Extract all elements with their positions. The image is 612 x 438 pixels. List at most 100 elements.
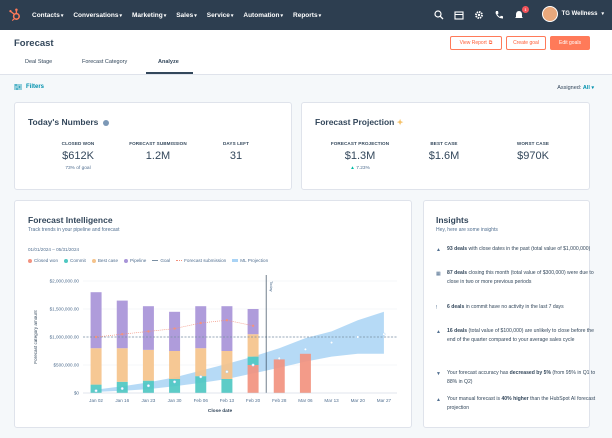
metric-forecast-projection: FORECAST PROJECTION $1.3M ▲ 7.23% xyxy=(324,141,396,171)
insight-text: 87 deals closing this month (total value… xyxy=(447,269,601,286)
legend-ml-projection[interactable]: ML Projection xyxy=(232,258,268,263)
nav-sales[interactable]: Sales▾ xyxy=(176,11,197,19)
create-goal-button[interactable]: Create goal xyxy=(506,36,546,50)
chart-legend: Closed won Commit Best case Pipeline Goa… xyxy=(28,258,268,263)
legend-label: Pipeline xyxy=(130,258,147,263)
assigned-filter[interactable]: Assigned: All ▾ xyxy=(557,85,594,91)
bar-segment xyxy=(169,351,181,379)
forecast-projection-title: Forecast Projection ✦ xyxy=(315,117,403,127)
view-report-button[interactable]: View Report ⧉ xyxy=(450,36,502,50)
account-menu[interactable]: TG Wellness ▾ xyxy=(541,6,604,22)
legend-label: ML Projection xyxy=(240,258,269,263)
nav-conversations[interactable]: Conversations▾ xyxy=(73,11,122,19)
x-axis-label: Close date xyxy=(208,408,233,414)
insight-item: ▲ Your manual forecast is 40% higher than… xyxy=(436,395,601,412)
chevron-down-icon: ▾ xyxy=(119,12,122,19)
insight-text-rest: (from 95% in Q1 to 88% in Q2) xyxy=(447,370,596,385)
x-tick-label: Jan 23 xyxy=(142,398,156,403)
metric-label: FORECAST SUBMISSION xyxy=(129,141,187,146)
date-range: 01/01/2024 – 05/31/2024 xyxy=(28,247,80,252)
insight-item: ▼ Your forecast accuracy has decreased by… xyxy=(436,369,601,386)
marketplace-icon[interactable] xyxy=(454,10,464,20)
insight-text-rest: with close dates in the past (total valu… xyxy=(467,246,591,252)
chevron-down-icon: ▾ xyxy=(163,12,167,19)
create-goal-label: Create goal xyxy=(513,40,539,46)
account-name: TG Wellness xyxy=(561,11,598,17)
x-tick-label: Jan 16 xyxy=(115,398,129,403)
settings-gear-icon[interactable] xyxy=(474,10,484,20)
calling-phone-icon[interactable] xyxy=(494,10,504,20)
assigned-value: All xyxy=(582,85,590,91)
projection-point xyxy=(356,335,360,339)
filters-button[interactable]: Filters xyxy=(14,84,44,90)
projection-point xyxy=(330,341,334,345)
avatar xyxy=(541,6,558,22)
insight-text: 6 deals in commit have no activity in th… xyxy=(447,303,564,313)
insight-text-pre: Your manual forecast is xyxy=(447,396,502,402)
nav-automation[interactable]: Automation▾ xyxy=(243,11,284,19)
edit-goals-button[interactable]: Edit goals xyxy=(550,36,590,50)
nav-marketing[interactable]: Marketing▾ xyxy=(132,11,167,19)
legend-pipeline[interactable]: Pipeline xyxy=(124,258,146,263)
metric-worst-case: WORST CASE $970K xyxy=(502,141,564,162)
tab-analyze[interactable]: Analyze xyxy=(158,59,179,65)
insight-text: Your manual forecast is 40% higher than … xyxy=(447,395,601,412)
nav-icons: 1 xyxy=(434,0,529,30)
insight-text-rest: than the HubSpot AI forecast projection xyxy=(447,396,596,411)
tab-forecast-category[interactable]: Forecast Category xyxy=(82,59,128,65)
up-arrow-icon: ▲ xyxy=(436,397,441,403)
todays-numbers-title: Today's Numbers xyxy=(28,117,109,127)
forecast-submission-point xyxy=(121,333,124,336)
legend-label: Commit xyxy=(70,258,86,263)
tab-deal-stage[interactable]: Deal Stage xyxy=(25,59,53,65)
assigned-label: Assigned: xyxy=(557,85,582,91)
notification-count-badge: 1 xyxy=(522,6,529,13)
bar-segment xyxy=(221,351,233,379)
metric-value: $1.6M xyxy=(428,150,460,162)
insight-text: 93 deals with close dates in the past (t… xyxy=(447,245,590,255)
metric-change-value: 7.23% xyxy=(356,166,370,171)
search-icon[interactable] xyxy=(434,10,444,20)
metric-value: 31 xyxy=(229,150,243,162)
x-tick-label: Mar 13 xyxy=(324,398,339,403)
y-axis-label: Forecast category amount xyxy=(33,310,38,364)
nav-reports[interactable]: Reports▾ xyxy=(293,11,322,19)
nav-contacts[interactable]: Contacts▾ xyxy=(32,11,64,19)
metric-closed-won: CLOSED WON $612K 73% of goal xyxy=(43,141,113,171)
bar-segment xyxy=(90,384,102,393)
bar-segment xyxy=(247,365,259,393)
metric-label: CLOSED WON xyxy=(61,141,95,146)
x-tick-label: Feb 28 xyxy=(272,398,287,403)
projection-point xyxy=(225,370,229,374)
legend-best-case[interactable]: Best case xyxy=(91,258,118,263)
nav-service[interactable]: Service▾ xyxy=(206,11,234,19)
insight-highlight: decreased by 5% xyxy=(509,370,552,376)
insight-text-pre: Your forecast accuracy has xyxy=(447,370,510,376)
hubspot-logo-icon[interactable] xyxy=(8,8,22,22)
projection-point xyxy=(303,347,307,351)
bar-segment xyxy=(195,348,207,377)
forecast-projection-title-text: Forecast Projection xyxy=(315,117,395,127)
x-tick-label: Mar 20 xyxy=(351,398,366,403)
bar-segment xyxy=(299,353,311,393)
forecast-intelligence-subtitle: Track trends in your pipeline and foreca… xyxy=(28,227,120,233)
view-report-label: View Report xyxy=(459,40,487,46)
external-link-icon: ⧉ xyxy=(488,40,493,46)
forecast-submission-point xyxy=(94,335,98,339)
insight-highlight: 87 deals xyxy=(447,270,468,276)
legend-goal[interactable]: Goal xyxy=(152,258,170,263)
legend-closed-won[interactable]: Closed won xyxy=(28,258,58,263)
info-icon[interactable] xyxy=(102,119,109,126)
projection-point xyxy=(199,375,203,379)
notifications-bell-icon[interactable]: 1 xyxy=(514,6,529,20)
y-tick-label: $1,500,000.00 xyxy=(50,307,80,312)
chevron-down-icon: ▾ xyxy=(194,12,197,19)
chevron-down-icon: ▾ xyxy=(591,85,594,91)
legend-commit[interactable]: Commit xyxy=(64,258,86,263)
metric-label: BEST CASE xyxy=(430,141,458,146)
sparkle-icon: ✦ xyxy=(396,118,404,127)
bar-segment xyxy=(169,311,181,351)
insight-text: 16 deals (total value of $100,000) are u… xyxy=(447,327,601,344)
legend-forecast-submission[interactable]: Forecast submission xyxy=(176,258,226,263)
calendar-icon: ▦ xyxy=(436,271,441,277)
